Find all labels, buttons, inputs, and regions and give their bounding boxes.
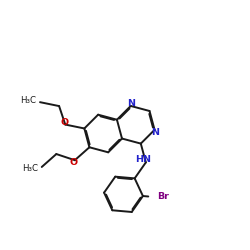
Text: H₃C: H₃C [22,164,38,173]
Text: N: N [152,128,160,137]
Text: Br: Br [157,192,169,202]
Text: O: O [60,118,68,126]
Text: HN: HN [136,156,152,164]
Text: O: O [70,158,78,167]
Text: N: N [127,99,135,108]
Text: H₃C: H₃C [20,96,36,105]
